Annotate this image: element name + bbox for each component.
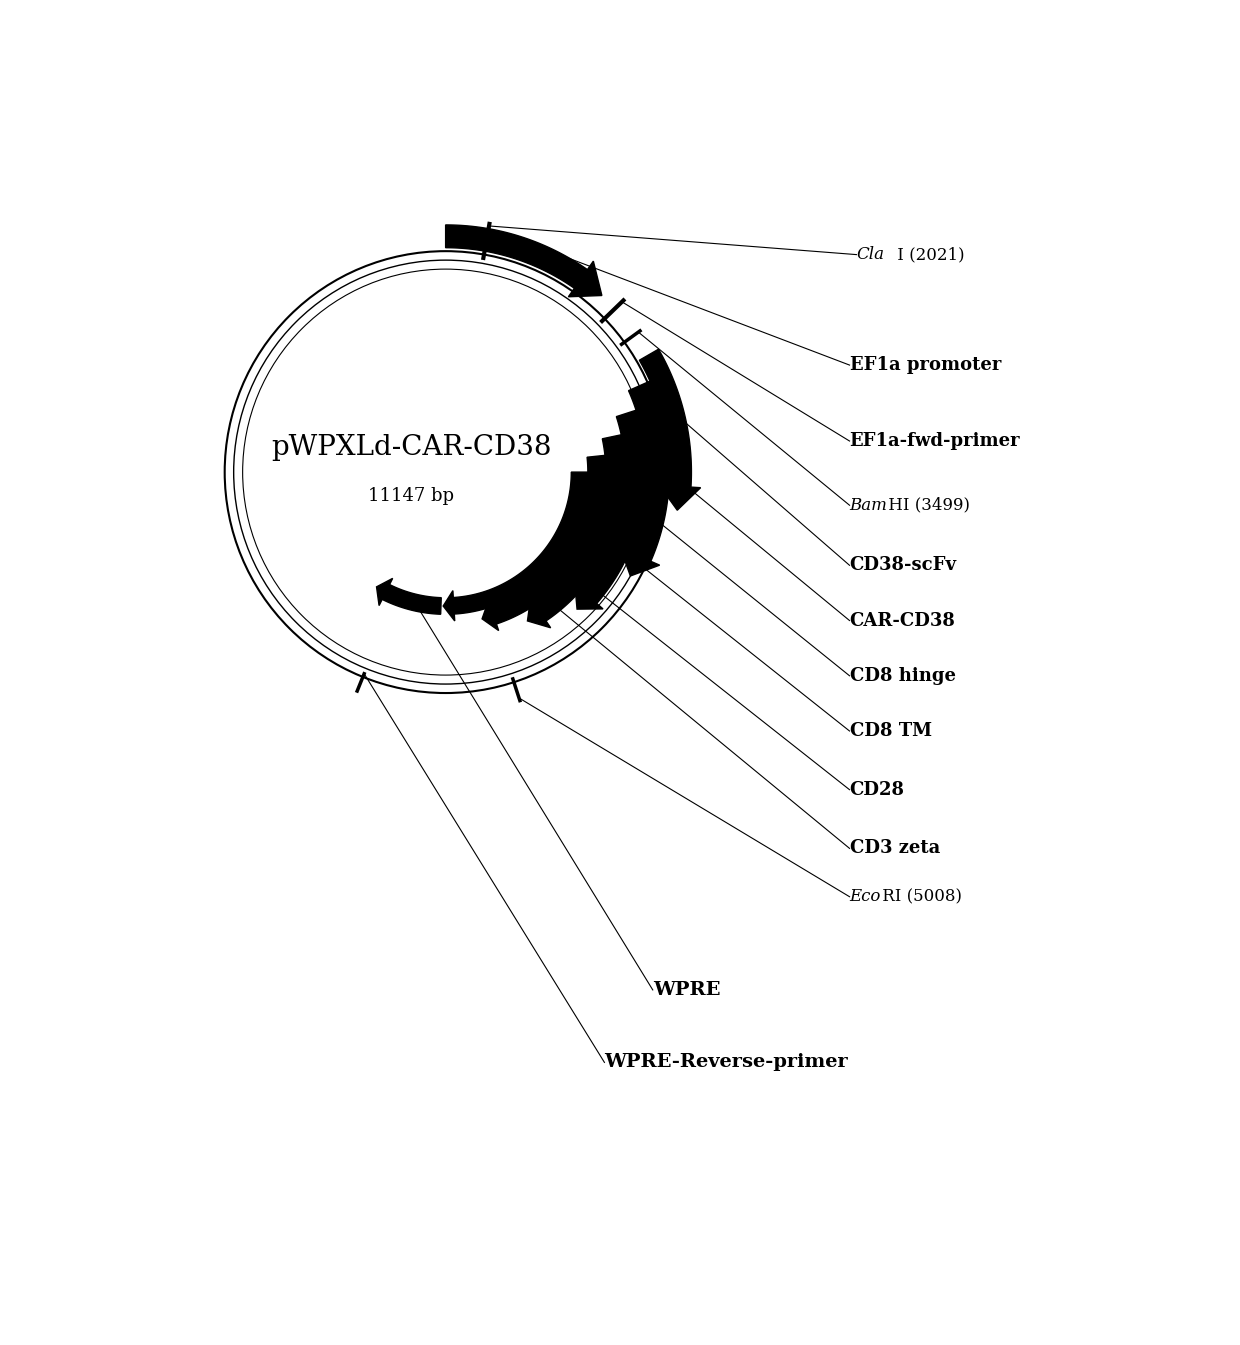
Polygon shape <box>536 434 625 621</box>
Text: HI (3499): HI (3499) <box>883 496 970 514</box>
Polygon shape <box>445 225 588 288</box>
Polygon shape <box>575 585 603 609</box>
Text: CD3 zeta: CD3 zeta <box>849 839 940 857</box>
Polygon shape <box>582 410 646 604</box>
Polygon shape <box>660 486 701 510</box>
Polygon shape <box>443 590 455 621</box>
Text: RI (5008): RI (5008) <box>877 888 962 905</box>
Text: WPRE-Reverse-primer: WPRE-Reverse-primer <box>604 1053 848 1072</box>
Text: Bam: Bam <box>849 496 888 514</box>
Polygon shape <box>620 547 660 576</box>
Polygon shape <box>491 456 606 624</box>
Text: WPRE: WPRE <box>652 981 720 999</box>
Text: I (2021): I (2021) <box>893 246 965 264</box>
Text: CAR-CD38: CAR-CD38 <box>849 612 955 629</box>
Text: 11147 bp: 11147 bp <box>368 487 454 506</box>
Polygon shape <box>527 599 551 628</box>
Polygon shape <box>377 578 393 605</box>
Text: CD38-scFv: CD38-scFv <box>849 557 956 574</box>
Polygon shape <box>454 472 588 615</box>
Polygon shape <box>568 261 601 297</box>
Text: pWPXLd-CAR-CD38: pWPXLd-CAR-CD38 <box>270 434 552 461</box>
Text: EF1a promoter: EF1a promoter <box>849 356 1001 374</box>
Text: EF1a-fwd-primer: EF1a-fwd-primer <box>849 432 1021 451</box>
Polygon shape <box>640 350 692 487</box>
Text: Eco: Eco <box>849 888 880 905</box>
Text: Cla: Cla <box>857 246 884 264</box>
Text: CD28: CD28 <box>849 780 904 799</box>
Polygon shape <box>382 585 441 615</box>
Text: CD8 TM: CD8 TM <box>849 722 931 740</box>
Polygon shape <box>629 381 670 561</box>
Text: CD8 hinge: CD8 hinge <box>849 667 956 685</box>
Polygon shape <box>482 600 498 631</box>
